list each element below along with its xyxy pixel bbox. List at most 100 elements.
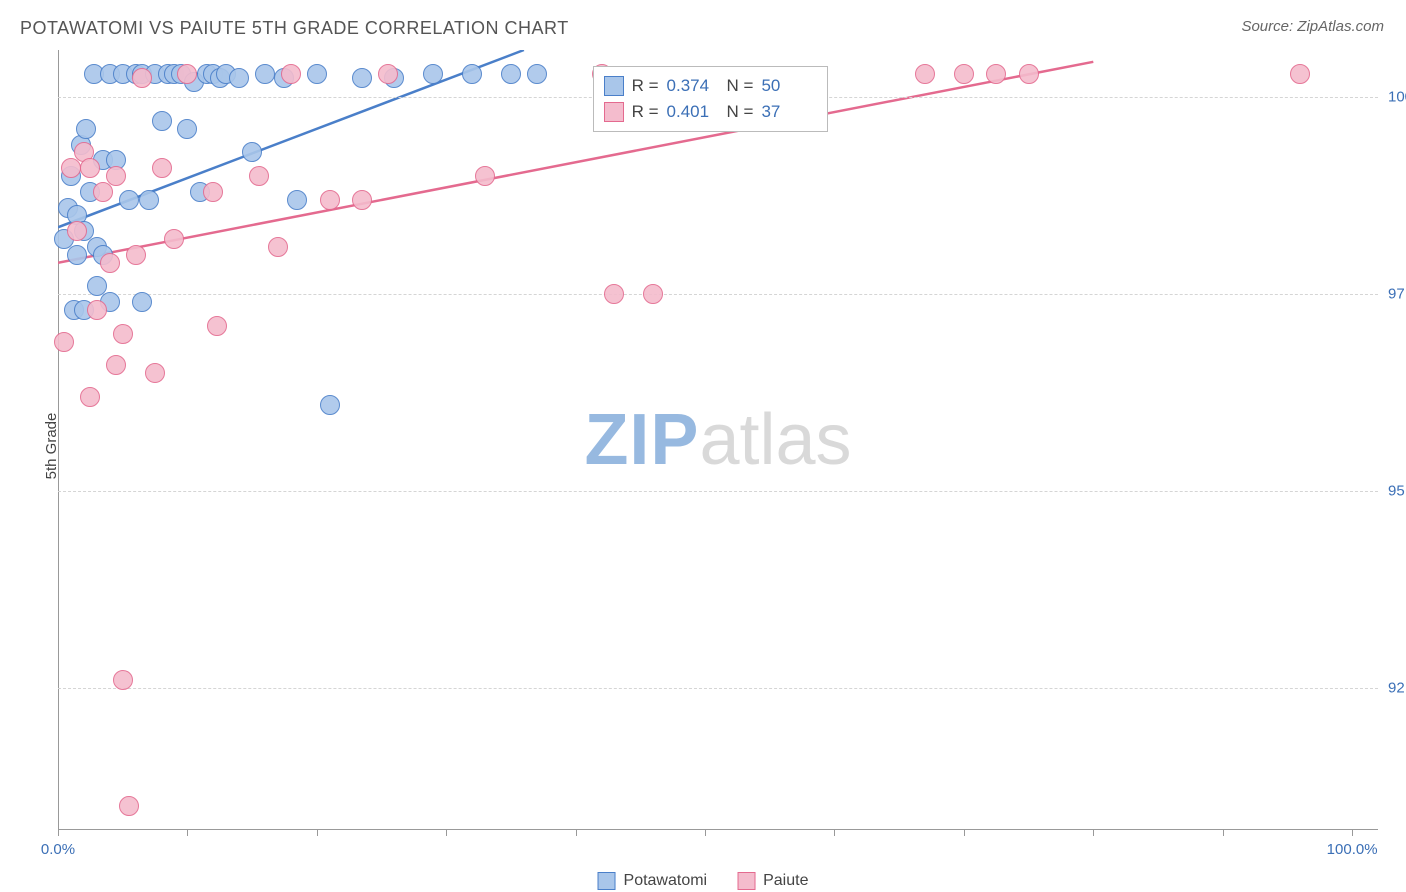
data-point	[320, 190, 340, 210]
data-point	[255, 64, 275, 84]
data-point	[915, 64, 935, 84]
plot-area: ZIPatlas 92.5%95.0%97.5%100.0%0.0%100.0%…	[58, 50, 1378, 830]
data-point	[475, 166, 495, 186]
data-point	[152, 158, 172, 178]
x-tick	[317, 830, 318, 836]
data-point	[229, 68, 249, 88]
data-point	[604, 284, 624, 304]
data-point	[352, 68, 372, 88]
stats-legend-row: R = 0.374 N = 50	[604, 73, 814, 99]
data-point	[132, 292, 152, 312]
legend-r-value: 0.401	[667, 99, 719, 125]
y-tick-label: 97.5%	[1380, 286, 1406, 303]
y-axis-line	[58, 50, 59, 830]
data-point	[378, 64, 398, 84]
data-point	[462, 64, 482, 84]
chart-container: POTAWATOMI VS PAIUTE 5TH GRADE CORRELATI…	[0, 0, 1406, 892]
legend-swatch	[598, 872, 616, 890]
x-tick	[1223, 830, 1224, 836]
data-point	[152, 111, 172, 131]
x-tick	[1352, 830, 1353, 836]
y-tick-label: 95.0%	[1380, 483, 1406, 500]
y-tick-label: 100.0%	[1380, 89, 1406, 106]
x-tick	[446, 830, 447, 836]
watermark-atlas: atlas	[699, 400, 851, 480]
watermark-zip: ZIP	[584, 400, 699, 480]
data-point	[54, 332, 74, 352]
data-point	[80, 387, 100, 407]
legend-r-label: R =	[632, 99, 659, 125]
y-tick-label: 92.5%	[1380, 680, 1406, 697]
data-point	[986, 64, 1006, 84]
legend-n-value: 50	[761, 73, 813, 99]
data-point	[268, 237, 288, 257]
legend-n-label: N =	[727, 99, 754, 125]
data-point	[76, 119, 96, 139]
data-point	[119, 190, 139, 210]
data-point	[139, 190, 159, 210]
data-point	[177, 119, 197, 139]
gridline	[58, 491, 1378, 492]
legend-n-value: 37	[761, 99, 813, 125]
data-point	[203, 182, 223, 202]
gridline	[58, 688, 1378, 689]
data-point	[249, 166, 269, 186]
data-point	[132, 68, 152, 88]
data-point	[87, 300, 107, 320]
data-point	[307, 64, 327, 84]
data-point	[126, 245, 146, 265]
data-point	[106, 355, 126, 375]
data-point	[287, 190, 307, 210]
data-point	[164, 229, 184, 249]
data-point	[501, 64, 521, 84]
data-point	[106, 166, 126, 186]
bottom-legend: Potawatomi Paiute	[598, 872, 809, 890]
x-tick-label: 0.0%	[41, 841, 75, 858]
data-point	[100, 253, 120, 273]
legend-r-label: R =	[632, 73, 659, 99]
x-tick	[58, 830, 59, 836]
source-attribution: Source: ZipAtlas.com	[1241, 18, 1384, 35]
legend-n-label: N =	[727, 73, 754, 99]
trend-line	[58, 62, 1093, 263]
x-tick-label: 100.0%	[1327, 841, 1378, 858]
bottom-legend-label: Potawatomi	[624, 872, 708, 890]
data-point	[207, 316, 227, 336]
x-axis-line	[58, 829, 1378, 830]
data-point	[423, 64, 443, 84]
legend-r-value: 0.374	[667, 73, 719, 99]
data-point	[80, 158, 100, 178]
data-point	[643, 284, 663, 304]
data-point	[281, 64, 301, 84]
stats-legend-row: R = 0.401 N = 37	[604, 99, 814, 125]
data-point	[527, 64, 547, 84]
data-point	[242, 142, 262, 162]
bottom-legend-item: Potawatomi	[598, 872, 708, 890]
data-point	[93, 182, 113, 202]
gridline	[58, 294, 1378, 295]
stats-legend: R = 0.374 N = 50 R = 0.401 N = 37	[593, 66, 829, 132]
data-point	[113, 670, 133, 690]
data-point	[954, 64, 974, 84]
legend-swatch	[737, 872, 755, 890]
data-point	[119, 796, 139, 816]
data-point	[177, 64, 197, 84]
x-tick	[1093, 830, 1094, 836]
data-point	[67, 221, 87, 241]
bottom-legend-item: Paiute	[737, 872, 808, 890]
data-point	[145, 363, 165, 383]
data-point	[113, 324, 133, 344]
x-tick	[964, 830, 965, 836]
data-point	[1290, 64, 1310, 84]
legend-swatch	[604, 102, 624, 122]
data-point	[1019, 64, 1039, 84]
legend-swatch	[604, 76, 624, 96]
watermark: ZIPatlas	[584, 399, 851, 481]
x-tick	[187, 830, 188, 836]
x-tick	[834, 830, 835, 836]
x-tick	[705, 830, 706, 836]
data-point	[352, 190, 372, 210]
x-tick	[576, 830, 577, 836]
data-point	[320, 395, 340, 415]
data-point	[67, 245, 87, 265]
